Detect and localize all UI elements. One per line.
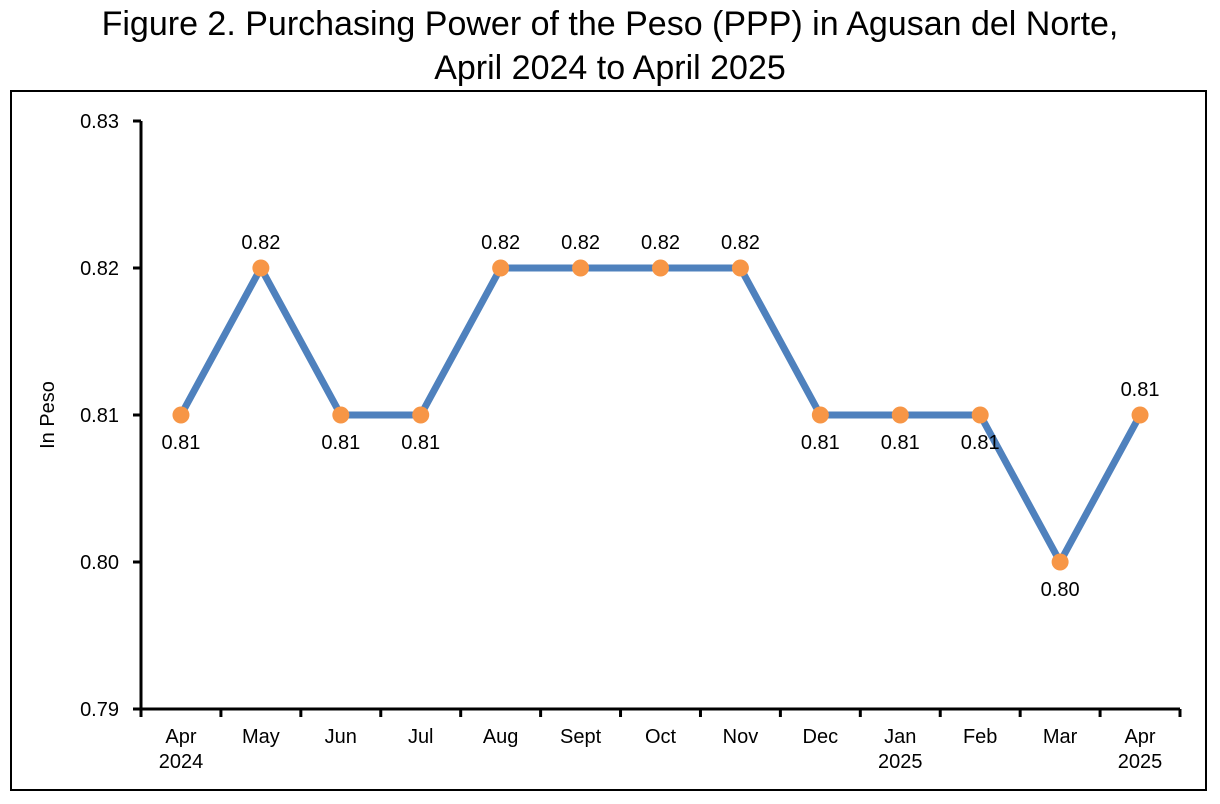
data-label: 0.82: [561, 232, 600, 254]
data-label: 0.81: [1121, 379, 1160, 401]
y-tick-label: 0.80: [80, 552, 119, 574]
data-point: [492, 259, 510, 277]
data-label: 0.82: [481, 232, 520, 254]
data-label: 0.81: [881, 432, 920, 454]
data-label: 0.81: [161, 432, 200, 454]
data-point: [891, 406, 909, 424]
data-label: 0.82: [641, 232, 680, 254]
y-tick-label: 0.83: [80, 111, 119, 133]
y-axis-title: In Peso: [37, 381, 59, 449]
chart-title-line-1: Figure 2. Purchasing Power of the Peso (…: [101, 5, 1119, 43]
x-tick-label-line: Mar: [1043, 726, 1078, 748]
data-label: 0.81: [801, 432, 840, 454]
data-label: 0.80: [1041, 579, 1080, 601]
x-tick-label-line: Apr: [165, 726, 196, 748]
x-tick-label: Jul: [408, 726, 434, 748]
x-tick-label: Mar: [1043, 726, 1078, 748]
x-tick-label-line: 2024: [159, 751, 204, 773]
y-tick-label: 0.81: [80, 405, 119, 427]
x-tick-label: Aug: [483, 726, 519, 748]
data-label: 0.81: [961, 432, 1000, 454]
axes: 0.79 0.80 0.81 0.82 0.83 Apr 2024 May Jun Jul Aug S…: [37, 111, 1182, 773]
data-point: [731, 259, 749, 277]
data-label: 0.81: [401, 432, 440, 454]
data-label: 0.81: [321, 432, 360, 454]
x-tick-label: Sept: [560, 726, 602, 748]
x-tick-label: Jun: [325, 726, 357, 748]
data-point: [1051, 553, 1069, 571]
x-tick-label-line: 2025: [878, 751, 923, 773]
chart-title: Figure 2. Purchasing Power of the Peso (…: [0, 2, 1220, 90]
x-tick-label: Jan 2025: [878, 726, 923, 773]
data-point: [971, 406, 989, 424]
x-tick-label: Feb: [963, 726, 997, 748]
data-label: 0.82: [721, 232, 760, 254]
data-point: [811, 406, 829, 424]
x-tick-label-line: Aug: [483, 726, 519, 748]
series-ppp: [172, 259, 1149, 571]
x-tick-label: May: [242, 726, 280, 748]
chart-title-line-2: April 2024 to April 2025: [434, 49, 786, 87]
x-tick-label-line: Feb: [963, 726, 997, 748]
x-tick-label-line: May: [242, 726, 280, 748]
x-tick-label: Oct: [645, 726, 677, 748]
x-tick-label: Nov: [723, 726, 759, 748]
data-point: [652, 259, 669, 277]
x-tick-label: Apr 2025: [1118, 726, 1163, 773]
y-tick-label: 0.79: [80, 699, 119, 721]
x-tick-label-line: Oct: [645, 726, 677, 748]
data-point: [252, 259, 270, 277]
chart-frame: [10, 90, 1207, 791]
data-point: [332, 406, 350, 424]
x-tick-label-line: Nov: [723, 726, 759, 748]
x-tick-label-line: Jun: [325, 726, 357, 748]
data-labels: 0.81 0.82 0.81 0.81 0.82 0.82 0.82 0.82 0.81 0.81…: [161, 232, 1159, 601]
x-tick-label: Apr 2024: [159, 726, 204, 773]
data-label: 0.82: [241, 232, 280, 254]
data-point: [572, 259, 590, 277]
x-tick-label-line: Dec: [803, 726, 839, 748]
x-tick-label-line: Sept: [560, 726, 602, 748]
x-tick-label-line: Jul: [408, 726, 434, 748]
x-tick-label-line: 2025: [1118, 751, 1163, 773]
x-tick-label-line: Jan: [884, 726, 916, 748]
y-tick-label: 0.82: [80, 258, 119, 280]
x-tick-label-line: Apr: [1124, 726, 1155, 748]
x-tick-label: Dec: [803, 726, 839, 748]
data-point: [172, 406, 190, 424]
series-line: [177, 264, 1144, 566]
data-point: [1131, 406, 1149, 424]
data-point: [412, 406, 430, 424]
